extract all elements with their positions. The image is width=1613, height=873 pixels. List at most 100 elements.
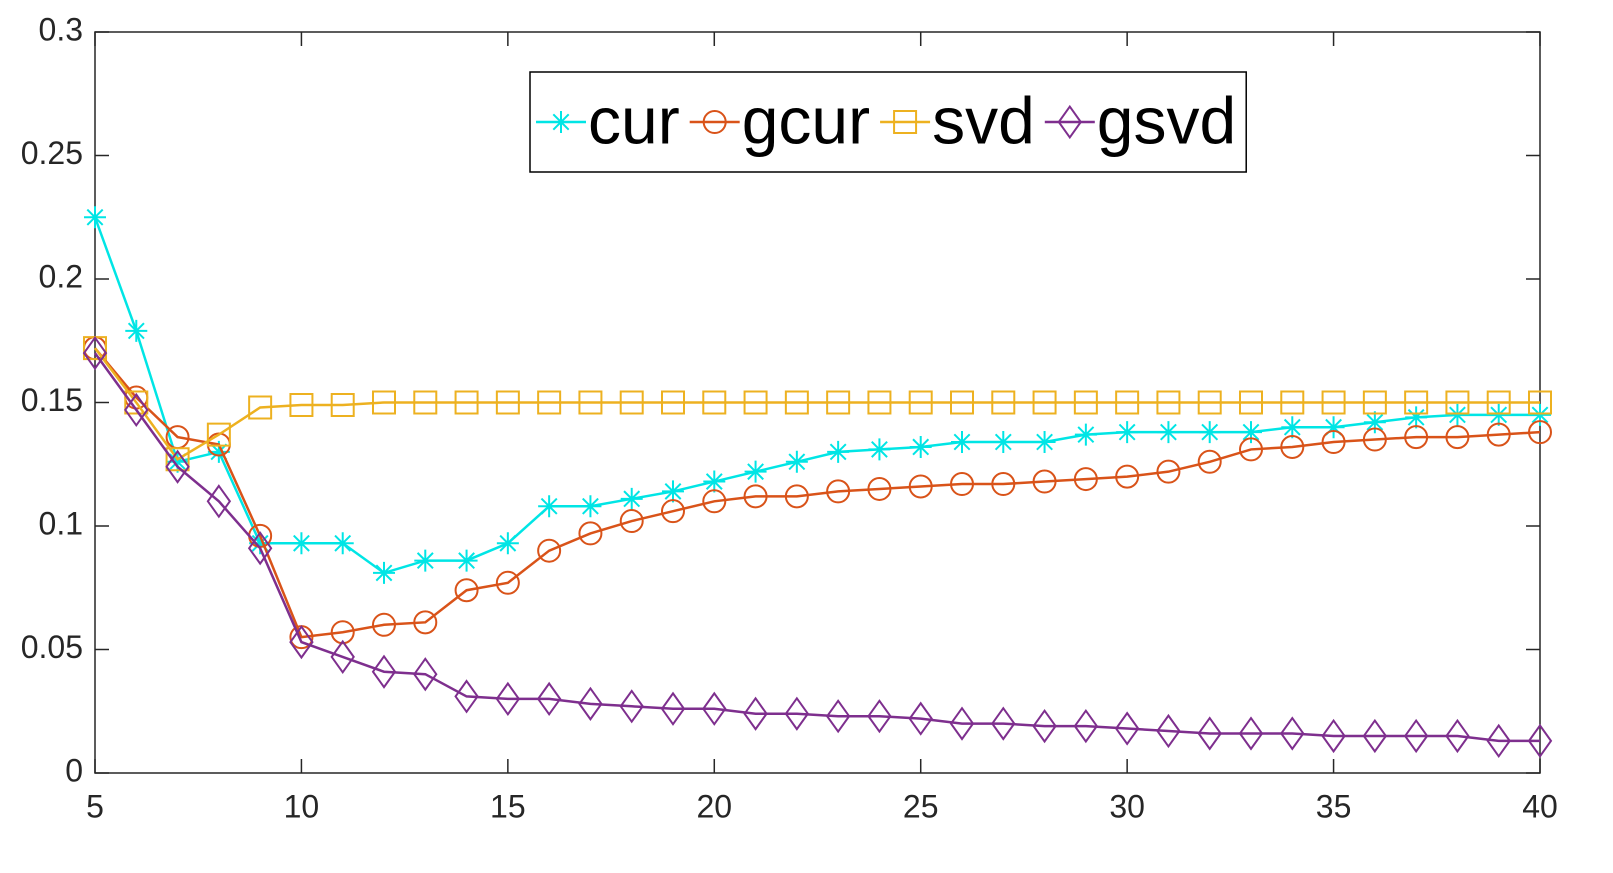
marker xyxy=(373,561,395,584)
x-tick-label: 15 xyxy=(490,788,526,824)
marker xyxy=(743,696,768,731)
marker xyxy=(165,449,190,484)
marker xyxy=(951,431,973,454)
marker xyxy=(1073,467,1098,491)
marker xyxy=(1032,708,1057,744)
marker xyxy=(454,578,479,603)
marker xyxy=(1321,430,1346,454)
marker xyxy=(908,474,933,499)
marker xyxy=(1280,435,1305,459)
marker xyxy=(249,532,272,555)
marker xyxy=(991,472,1016,496)
marker xyxy=(660,691,686,726)
marker xyxy=(949,706,975,741)
marker xyxy=(743,390,768,415)
x-tick-label: 25 xyxy=(903,788,939,824)
marker xyxy=(125,319,148,342)
marker xyxy=(537,390,562,415)
marker xyxy=(1403,718,1429,754)
y-tick-label: 0.3 xyxy=(39,11,83,47)
x-tick-label: 40 xyxy=(1522,788,1558,824)
marker xyxy=(1073,708,1099,744)
marker xyxy=(620,487,643,510)
marker xyxy=(909,435,932,458)
marker xyxy=(1114,711,1140,746)
series-line xyxy=(93,352,1540,743)
x-tick-label: 10 xyxy=(284,788,320,824)
marker xyxy=(1116,421,1139,444)
marker xyxy=(289,392,314,417)
marker xyxy=(619,390,644,415)
marker xyxy=(1115,464,1140,489)
x-tick-label: 5 xyxy=(86,788,104,824)
marker xyxy=(908,390,933,415)
legend: cur gcur svd gsvd xyxy=(529,71,1247,173)
marker xyxy=(1363,411,1386,434)
marker xyxy=(1527,723,1553,759)
marker xyxy=(536,681,562,717)
marker xyxy=(827,440,850,463)
marker xyxy=(1197,449,1222,474)
marker xyxy=(784,696,810,731)
marker xyxy=(784,390,809,415)
marker xyxy=(372,390,396,415)
marker xyxy=(950,390,974,415)
marker xyxy=(991,706,1016,741)
marker xyxy=(619,689,644,724)
marker xyxy=(1156,713,1181,749)
marker xyxy=(1033,431,1056,454)
marker xyxy=(1115,390,1140,415)
marker xyxy=(1157,421,1180,444)
legend-marker xyxy=(550,111,572,133)
marker xyxy=(826,390,851,415)
marker xyxy=(578,521,603,546)
marker xyxy=(165,447,190,472)
marker xyxy=(992,431,1015,454)
marker xyxy=(1486,390,1511,415)
marker xyxy=(248,395,273,420)
marker xyxy=(1529,403,1551,426)
marker xyxy=(331,532,354,555)
marker xyxy=(1198,421,1221,444)
marker xyxy=(1074,423,1097,446)
marker xyxy=(1197,716,1222,751)
marker xyxy=(1073,390,1098,415)
marker xyxy=(124,392,149,428)
x-tick-label: 20 xyxy=(696,788,732,824)
marker xyxy=(414,549,437,572)
marker xyxy=(867,390,892,415)
marker xyxy=(1280,716,1305,751)
legend-label: cur xyxy=(588,83,680,157)
marker xyxy=(330,392,355,417)
marker xyxy=(1197,390,1222,415)
marker xyxy=(1240,421,1262,444)
marker xyxy=(661,390,685,415)
marker xyxy=(826,479,851,504)
marker xyxy=(1156,390,1181,415)
marker xyxy=(166,450,189,473)
marker xyxy=(206,422,231,447)
marker xyxy=(578,390,603,415)
marker xyxy=(1486,422,1511,447)
marker xyxy=(908,701,933,736)
y-tick-label: 0.1 xyxy=(39,505,83,541)
marker xyxy=(867,477,892,501)
y-tick-label: 0.2 xyxy=(39,258,83,294)
marker xyxy=(454,390,479,415)
marker xyxy=(579,495,602,518)
marker xyxy=(1446,403,1469,426)
series-line xyxy=(94,347,1540,461)
marker xyxy=(495,390,520,415)
marker xyxy=(1032,469,1057,494)
marker xyxy=(1032,390,1057,415)
marker xyxy=(1322,416,1345,439)
marker xyxy=(1405,406,1428,429)
marker xyxy=(1362,390,1387,415)
marker xyxy=(825,699,851,734)
legend-marker xyxy=(702,110,727,134)
y-tick-label: 0.25 xyxy=(21,135,83,171)
marker xyxy=(455,549,478,572)
marker xyxy=(1239,390,1263,415)
marker xyxy=(413,610,438,635)
legend-marker xyxy=(1057,104,1083,140)
